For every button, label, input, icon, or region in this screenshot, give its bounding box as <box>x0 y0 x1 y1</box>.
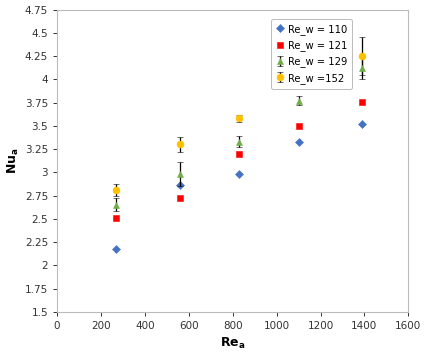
Y-axis label: $\mathbf{Nu_a}$: $\mathbf{Nu_a}$ <box>6 147 20 174</box>
Line: Re_w = 110: Re_w = 110 <box>113 121 364 251</box>
Re_w = 121 <box>236 151 241 156</box>
Re_w = 121 <box>295 124 300 128</box>
Re_w = 110 <box>295 140 300 144</box>
X-axis label: $\mathbf{Re_a}$: $\mathbf{Re_a}$ <box>219 336 245 351</box>
Re_w = 121 <box>177 196 182 201</box>
Re_w = 110 <box>359 122 364 126</box>
Re_w = 121 <box>359 100 364 104</box>
Line: Re_w = 121: Re_w = 121 <box>112 98 365 221</box>
Re_w = 110 <box>236 172 241 176</box>
Re_w = 110 <box>114 246 119 251</box>
Legend: Re_w = 110, Re_w = 121, Re_w = 129, Re_w =152: Re_w = 110, Re_w = 121, Re_w = 129, Re_w… <box>270 19 351 89</box>
Re_w = 121 <box>114 216 119 220</box>
Re_w = 110 <box>177 183 182 187</box>
